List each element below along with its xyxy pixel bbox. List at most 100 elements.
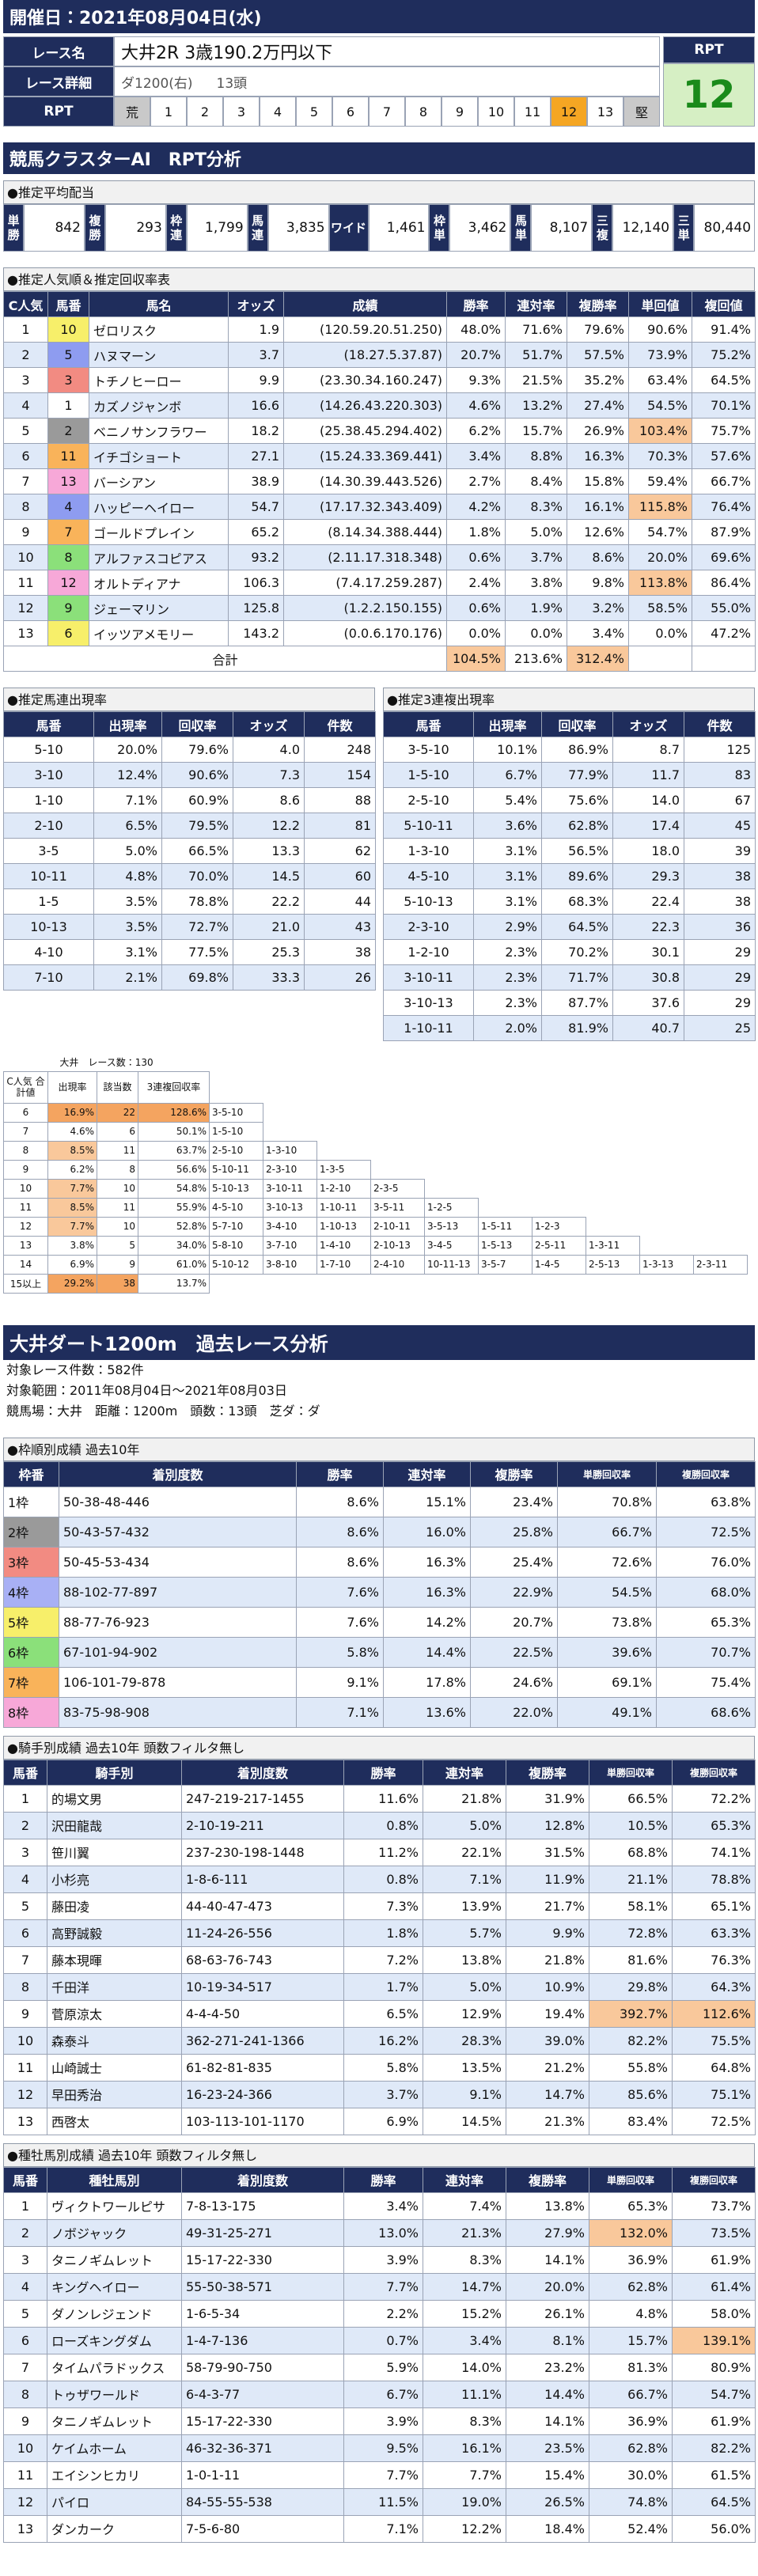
table-cell: 20.7% bbox=[446, 342, 506, 368]
column-header: 単勝回収率 bbox=[557, 1460, 657, 1487]
table-cell: 9.9% bbox=[506, 1919, 589, 1947]
table-cell: 69.6% bbox=[692, 544, 756, 570]
table-cell: 79.6% bbox=[567, 316, 629, 343]
table-cell: 1.8% bbox=[446, 519, 506, 545]
table-cell: (17.17.32.343.409) bbox=[283, 494, 447, 520]
table-cell: 0.0% bbox=[505, 620, 567, 646]
table-row: 2-10 6.5% 79.5% 12.2 81 bbox=[3, 813, 376, 839]
table-cell: 0.0% bbox=[628, 620, 692, 646]
table-cell: 23.2% bbox=[506, 2353, 589, 2381]
table-cell: 17.8% bbox=[383, 1666, 471, 1698]
combo-cell: 2-3-5 bbox=[370, 1178, 425, 1199]
header-row: 馬番 種牡馬別 着別度数 勝率 連対率 複勝率 単勝回収率 複勝回収率 bbox=[3, 2166, 756, 2193]
payout-row: 単勝 842 複勝 293 枠連 1,799 馬連 3,835 ワイド 1,461 枠単 3,462 馬… bbox=[3, 204, 756, 252]
course-heading: 大井ダート1200m 過去レース分析 bbox=[3, 1324, 755, 1360]
empty bbox=[317, 1122, 371, 1141]
table-cell: 11.6% bbox=[343, 1784, 423, 1813]
empty bbox=[425, 1141, 479, 1160]
combo-cell: 1-3-10 bbox=[263, 1140, 317, 1161]
table-cell: 1.9% bbox=[505, 595, 567, 621]
table-cell: 44 bbox=[304, 888, 376, 915]
table-cell: 26.1% bbox=[506, 2299, 589, 2328]
column-header: 着別度数 bbox=[181, 1759, 344, 1786]
table-row: 2 沢田龍哉 2-10-19-211 0.8% 5.0% 12.8% 10.5% 65.3% bbox=[3, 1811, 756, 1839]
table-cell: 5 bbox=[97, 1235, 138, 1256]
table-cell: 7 bbox=[3, 468, 48, 494]
table-cell: 5.0% bbox=[423, 1972, 506, 2001]
combo-cell: 2-10-13 bbox=[370, 1235, 425, 1256]
combo-cell: 1-7-10 bbox=[316, 1254, 371, 1275]
rpt-scale-cell: 6 bbox=[332, 97, 369, 127]
header-row: 馬番 騎手別 着別度数 勝率 連対率 複勝率 単勝回収率 複勝回収率 bbox=[3, 1759, 756, 1786]
table-row: 1-10-11 2.0% 81.9% 40.7 25 bbox=[383, 1015, 756, 1041]
table-cell: 58-79-90-750 bbox=[181, 2353, 344, 2381]
data-table: 馬番 騎手別 着別度数 勝率 連対率 複勝率 単勝回収率 複勝回収率 1 的場文男 247-219-… bbox=[3, 1759, 756, 2135]
table-cell: 16.2% bbox=[343, 2026, 423, 2055]
empty bbox=[586, 1160, 640, 1179]
empty bbox=[694, 1236, 748, 1255]
column-header: 勝率 bbox=[446, 291, 506, 317]
total-value: 104.5% bbox=[446, 646, 506, 672]
column-header: 複勝回収率 bbox=[672, 2166, 756, 2193]
table-cell: 8.6% bbox=[296, 1516, 384, 1547]
table-row: 5-10-11 3.6% 62.8% 17.4 45 bbox=[383, 813, 756, 839]
table-cell: 3.7 bbox=[228, 342, 284, 368]
empty bbox=[317, 1274, 371, 1293]
table-cell: 8.1% bbox=[506, 2326, 589, 2354]
table-cell: 62.8% bbox=[589, 2434, 673, 2462]
empty bbox=[479, 1141, 532, 1160]
table-cell: ベニノサンフラワー bbox=[89, 418, 229, 444]
combo-cell: 1-5-13 bbox=[478, 1235, 532, 1256]
table-cell: 60 bbox=[304, 863, 376, 889]
table-cell: 106-101-79-878 bbox=[59, 1666, 297, 1698]
table-row: 11 エイシンヒカリ 1-0-1-11 7.7% 7.7% 15.4% 30.0% 61.5% bbox=[3, 2460, 756, 2489]
table-cell: 247-219-217-1455 bbox=[181, 1784, 344, 1813]
table-cell: 15.7% bbox=[589, 2326, 673, 2354]
table-head: 馬番 騎手別 着別度数 勝率 連対率 複勝率 単勝回収率 複勝回収率 bbox=[3, 1759, 756, 1786]
total-empty bbox=[692, 646, 756, 672]
table-cell: 21.3% bbox=[506, 2107, 589, 2135]
table-cell: (2.11.17.318.348) bbox=[283, 544, 447, 570]
table-cell: 13.5% bbox=[423, 2053, 506, 2082]
table-row: 1 10 ゼロリスク 1.9 (120.59.20.51.250) 48.0% 71.6% 7… bbox=[3, 316, 756, 343]
table-cell: 65.2 bbox=[228, 519, 284, 545]
table-cell: 18.4% bbox=[506, 2514, 589, 2543]
table-row: 9 菅原涼太 4-4-4-50 6.5% 12.9% 19.4% 392.7% 112.6% bbox=[3, 1999, 756, 2028]
table-cell: 19.0% bbox=[423, 2487, 506, 2516]
table-cell: 10-13 bbox=[3, 914, 94, 940]
table-cell: 8 bbox=[3, 494, 48, 520]
table-cell: 10.1% bbox=[473, 737, 542, 763]
column-header: 単勝回収率 bbox=[589, 2166, 673, 2193]
empty bbox=[694, 1217, 748, 1236]
table-cell: 15.2% bbox=[423, 2299, 506, 2328]
table-cell: 13 bbox=[3, 620, 48, 646]
table-cell: 12 bbox=[3, 2487, 47, 2516]
empty bbox=[371, 1103, 425, 1122]
table-cell: 10 bbox=[3, 1178, 48, 1199]
table-row: 3-10 12.4% 90.6% 7.3 154 bbox=[3, 762, 376, 788]
table-cell: 3.4% bbox=[343, 2191, 423, 2220]
table-cell: 14.1% bbox=[506, 2407, 589, 2435]
table-cell: 49-31-25-271 bbox=[181, 2218, 344, 2247]
table-cell: 5.0% bbox=[93, 838, 162, 864]
table-row: 1-2-10 2.3% 70.2% 30.1 29 bbox=[383, 939, 756, 965]
table-cell: 2-3-10 bbox=[383, 914, 474, 940]
table-cell: 12.9% bbox=[423, 1999, 506, 2028]
table-cell: 72.5% bbox=[656, 1516, 756, 1547]
data-table: 馬番 出現率 回収率 オッズ 件数 3-5-10 10.1% 86.9% 8.7 125 1-5-1… bbox=[383, 711, 756, 1041]
rpt-scale-cell: 堅 bbox=[623, 97, 660, 127]
table-cell: (25.38.45.294.402) bbox=[283, 418, 447, 444]
race-row: RPT 荒 1 2 3 4 5 6 7 8 9 10 11 12 13 堅 bbox=[3, 97, 660, 127]
rpt-scale-cell: 11 bbox=[514, 97, 551, 127]
empty bbox=[694, 1103, 748, 1122]
column-header: C人気 合計値 bbox=[3, 1070, 48, 1104]
empty bbox=[586, 1071, 640, 1103]
table-cell: 7.2% bbox=[343, 1945, 423, 1974]
table-cell: 21.7% bbox=[506, 1892, 589, 1920]
table-cell: 14.4% bbox=[383, 1636, 471, 1668]
table-cell: 5-10-13 bbox=[383, 888, 474, 915]
table-cell: 26.5% bbox=[506, 2487, 589, 2516]
table-cell: 37.6 bbox=[612, 990, 684, 1016]
total-row: 合計 104.5% 213.6% 312.4% bbox=[3, 646, 756, 672]
table-cell: 1 bbox=[3, 2191, 47, 2220]
